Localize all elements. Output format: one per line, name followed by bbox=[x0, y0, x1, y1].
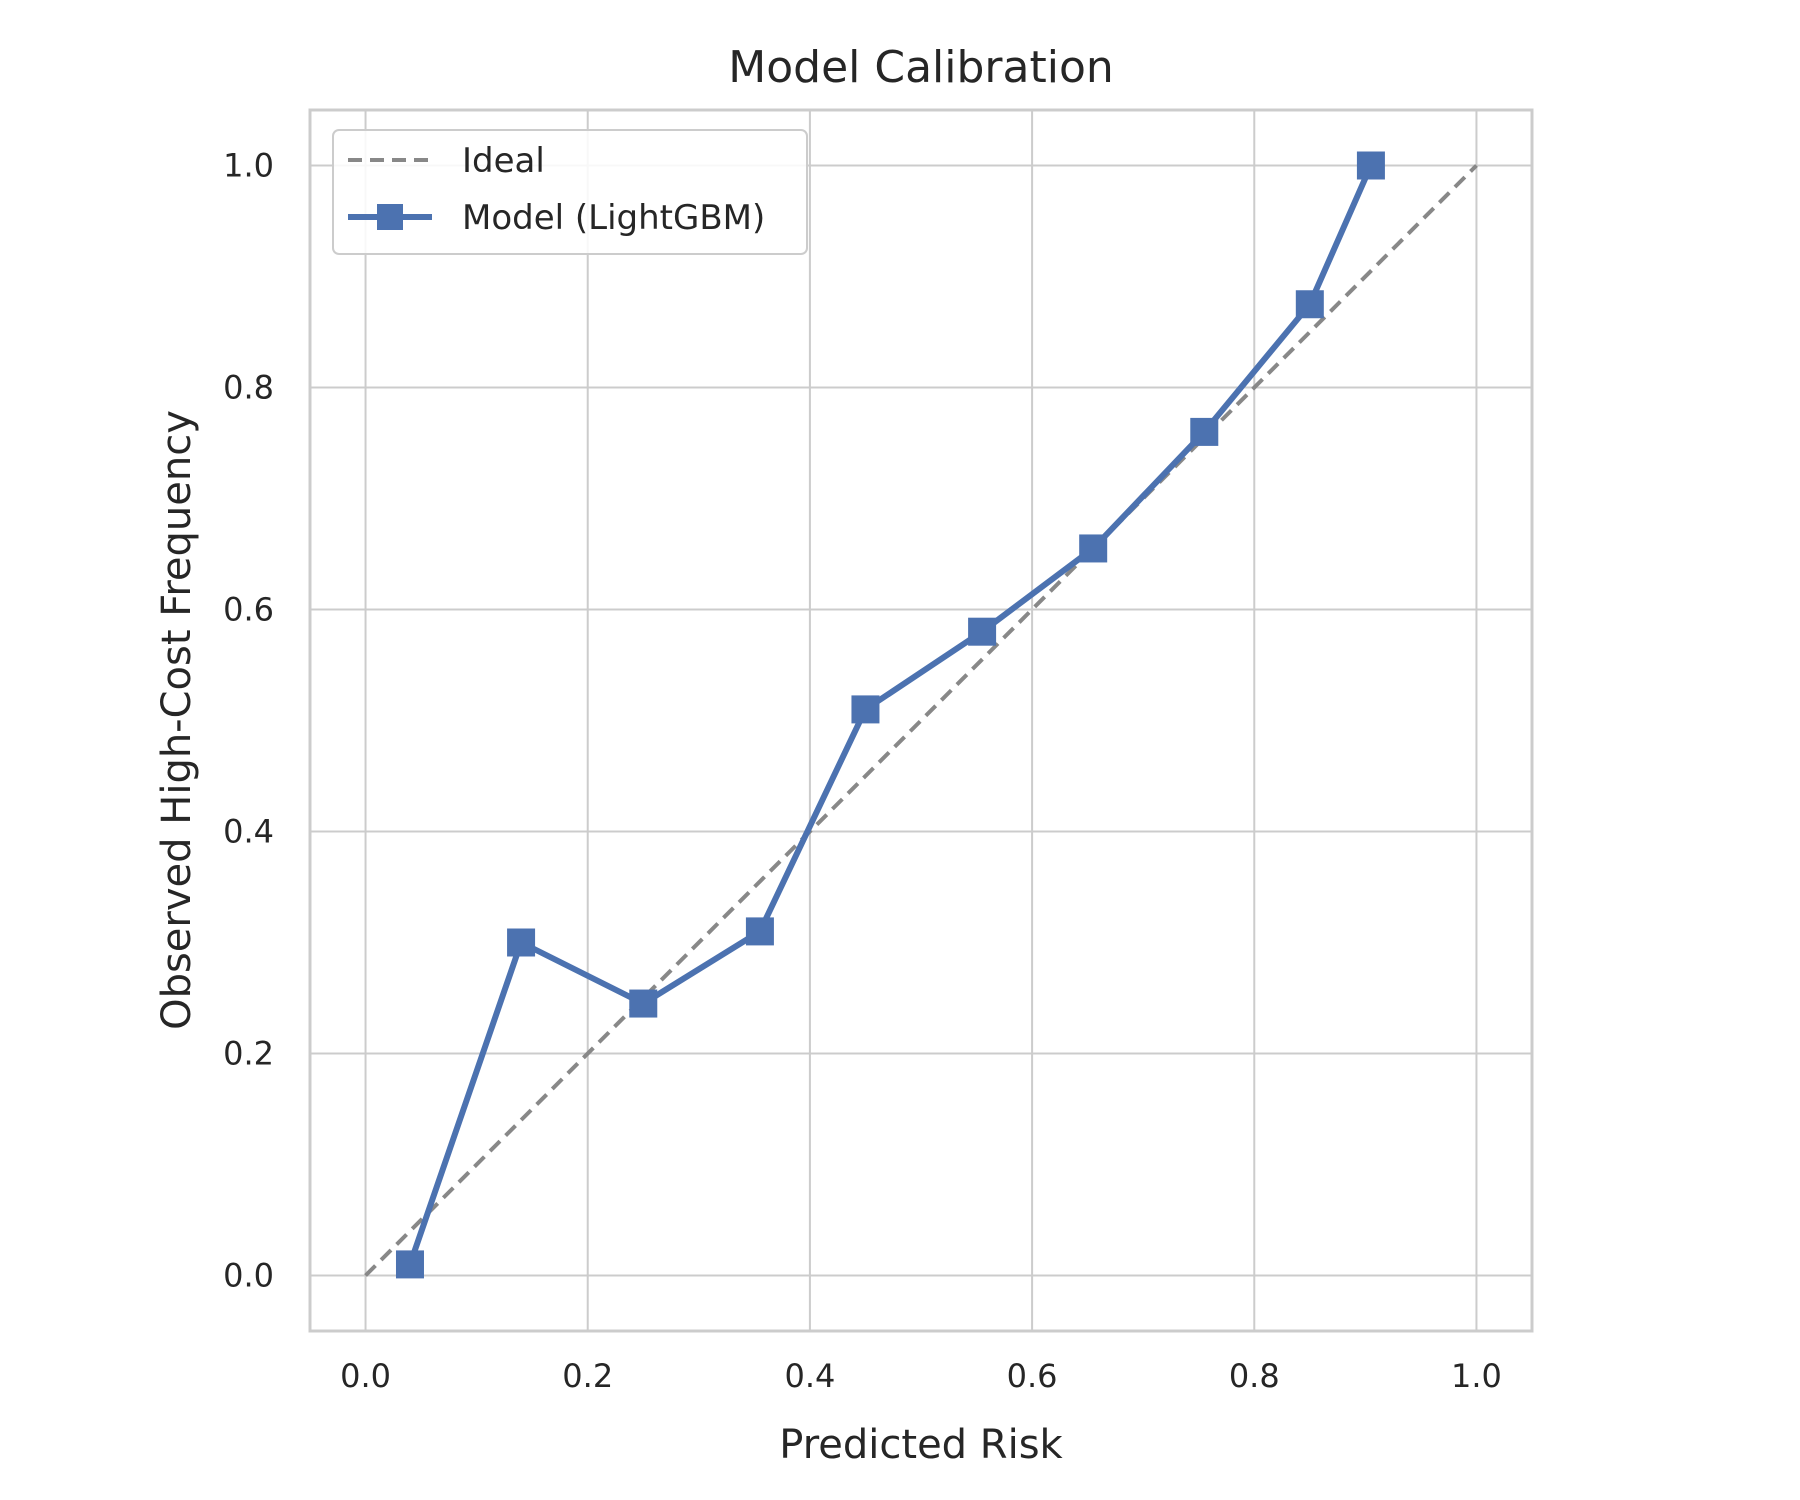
legend-model-label: Model (LightGBM) bbox=[462, 198, 765, 238]
y-tick-label: 0.8 bbox=[223, 369, 274, 407]
y-tick-labels: 0.0 0.2 0.4 0.6 0.8 1.0 bbox=[223, 147, 274, 1295]
model-point bbox=[507, 928, 536, 957]
chart-title: Model Calibration bbox=[728, 42, 1114, 93]
x-tick-labels: 0.0 0.2 0.4 0.6 0.8 1.0 bbox=[340, 1357, 1502, 1395]
plot-frame bbox=[308, 108, 1534, 1333]
model-point bbox=[745, 917, 774, 946]
x-tick-label: 0.6 bbox=[1007, 1357, 1058, 1395]
ideal-line bbox=[364, 164, 1478, 1277]
legend-ideal-label: Ideal bbox=[462, 141, 545, 181]
y-tick-label: 0.2 bbox=[223, 1035, 274, 1073]
y-axis-label: Observed High-Cost Frequency bbox=[154, 410, 200, 1030]
model-point bbox=[851, 695, 880, 724]
y-tick-label: 0.6 bbox=[223, 591, 274, 629]
legend-model-marker bbox=[377, 204, 403, 230]
x-tick-label: 0.8 bbox=[1229, 1357, 1280, 1395]
legend-box bbox=[332, 129, 808, 255]
model-line bbox=[407, 164, 1374, 1266]
model-point bbox=[629, 989, 658, 1018]
y-tick-label: 1.0 bbox=[223, 147, 274, 185]
y-tick-label: 0.4 bbox=[223, 813, 274, 851]
model-point bbox=[1079, 534, 1108, 563]
x-tick-label: 1.0 bbox=[1451, 1357, 1502, 1395]
x-tick-label: 0.4 bbox=[784, 1357, 835, 1395]
x-tick-label: 0.0 bbox=[340, 1357, 391, 1395]
series-layer bbox=[364, 151, 1478, 1279]
model-point bbox=[395, 1250, 424, 1279]
y-tick-label: 0.0 bbox=[223, 1257, 274, 1295]
grid bbox=[310, 110, 1532, 1331]
model-point bbox=[1356, 151, 1385, 180]
x-axis-label: Predicted Risk bbox=[779, 1422, 1063, 1468]
model-point bbox=[1295, 290, 1324, 319]
model-point bbox=[968, 617, 997, 646]
legend: Ideal Model (LightGBM) bbox=[332, 129, 808, 255]
model-point bbox=[1190, 417, 1219, 446]
x-tick-label: 0.2 bbox=[562, 1357, 613, 1395]
